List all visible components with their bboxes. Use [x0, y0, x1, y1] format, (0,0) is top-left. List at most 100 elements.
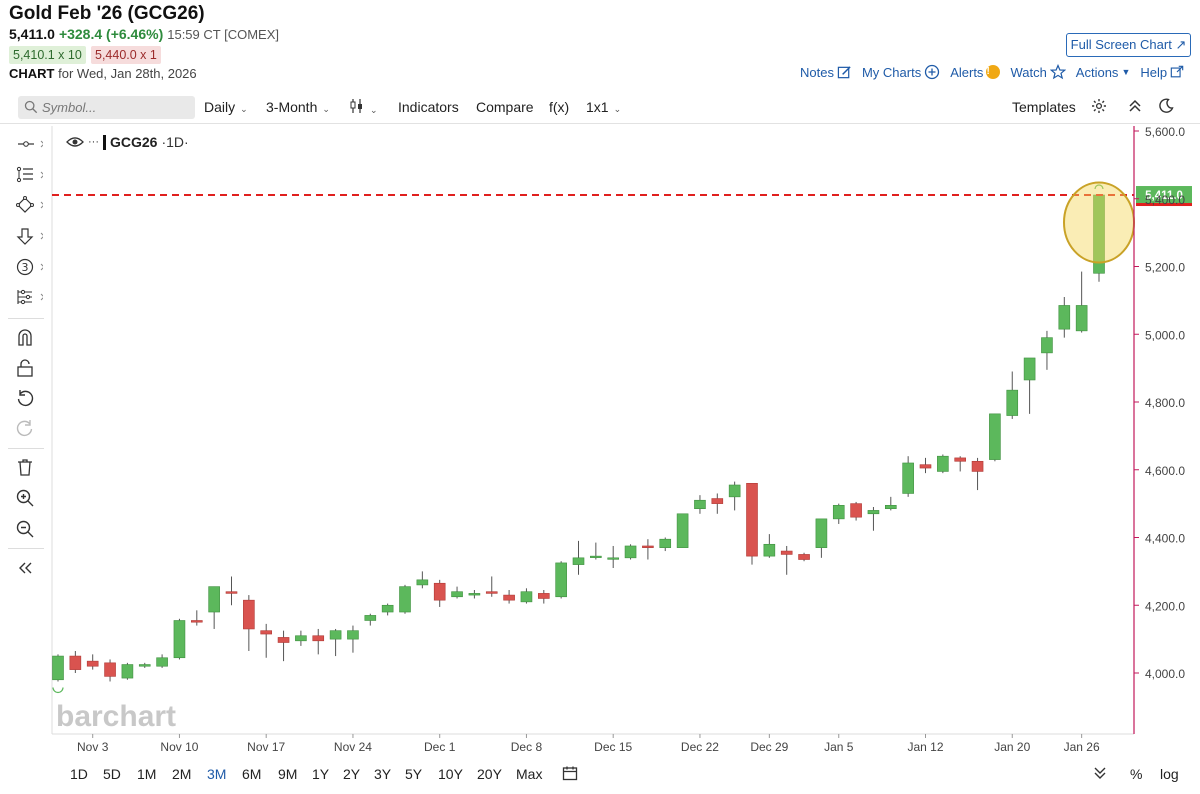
- chevron-down-icon: ⌄: [240, 104, 248, 114]
- last-price-badge: [1136, 186, 1192, 205]
- range-3m[interactable]: 3M: [207, 766, 227, 782]
- candle: [832, 503, 845, 524]
- range-2y[interactable]: 2Y: [343, 766, 361, 782]
- range-3y[interactable]: 3Y: [374, 766, 392, 782]
- x-tick-label: Dec 22: [681, 740, 719, 754]
- number-tool-button[interactable]: 3: [15, 255, 43, 279]
- candle-body-up: [347, 630, 359, 640]
- templates-button[interactable]: Templates: [1012, 99, 1076, 115]
- candle-body-down: [850, 503, 862, 518]
- candle: [277, 630, 290, 662]
- alerts-link[interactable]: Alerts!: [950, 64, 1001, 80]
- candle-body-down: [86, 660, 99, 667]
- magnet-button[interactable]: [15, 325, 43, 349]
- candle: [225, 576, 238, 606]
- help-link[interactable]: Help: [1140, 64, 1184, 80]
- chart-type-dropdown[interactable]: ⌄: [349, 99, 378, 116]
- candle: [104, 659, 116, 682]
- candle: [902, 456, 914, 497]
- legend-more-icon[interactable]: ···: [88, 136, 99, 148]
- last-price: 5,411.0: [9, 26, 55, 42]
- y-tick-label: 5,600.0: [1145, 125, 1185, 139]
- range-1y[interactable]: 1Y: [312, 766, 330, 782]
- compare-button[interactable]: Compare: [476, 99, 534, 115]
- candle-body-up: [763, 543, 776, 557]
- redo-button[interactable]: [15, 416, 43, 440]
- log-scale-button[interactable]: log: [1160, 766, 1179, 782]
- highlight-circle: [1063, 181, 1135, 264]
- range-6m[interactable]: 6M: [242, 766, 262, 782]
- expand-down-icon[interactable]: [1094, 766, 1106, 783]
- last-price-label: 5,411.0: [1145, 190, 1183, 202]
- range-max[interactable]: Max: [516, 766, 543, 782]
- range-1m[interactable]: 1M: [137, 766, 157, 782]
- candle: [69, 650, 82, 673]
- alert-warning-icon: !: [986, 65, 1001, 79]
- candle-body-down: [537, 593, 550, 599]
- actions-menu[interactable]: Actions ▼: [1076, 64, 1131, 80]
- zoom-out-button[interactable]: [15, 517, 43, 541]
- first-bar-marker: [52, 687, 64, 693]
- zoom-in-button[interactable]: [15, 486, 43, 510]
- range-9m[interactable]: 9M: [278, 766, 298, 782]
- delete-button[interactable]: [15, 455, 43, 479]
- chart-toolbar: Symbol... Daily ⌄ 3-Month ⌄ ⌄ Indicators C…: [0, 90, 1200, 124]
- eye-icon[interactable]: [66, 136, 84, 148]
- candle-body-up: [555, 562, 567, 598]
- notes-link[interactable]: Notes: [800, 64, 852, 80]
- x-tick-label: Jan 12: [907, 740, 943, 754]
- symbol-search-input[interactable]: Symbol...: [18, 96, 195, 119]
- range-5y[interactable]: 5Y: [405, 766, 423, 782]
- indicators-button[interactable]: Indicators: [398, 99, 459, 115]
- candle: [86, 654, 99, 670]
- candle-body-up: [138, 664, 151, 667]
- candle: [694, 495, 706, 514]
- candle: [1023, 357, 1036, 414]
- interval-label: Daily: [204, 99, 236, 115]
- y-tick-label: 4,200.0: [1145, 599, 1185, 613]
- full-screen-chart-button[interactable]: Full Screen Chart ↗: [1066, 33, 1191, 57]
- layout-dropdown[interactable]: 1x1 ⌄: [586, 99, 621, 115]
- collapse-up-icon[interactable]: [1128, 98, 1142, 117]
- range-2m[interactable]: 2M: [172, 766, 192, 782]
- price-line: 5,411.0 +328.4 (+6.46%) 15:59 CT [COMEX]: [9, 26, 279, 42]
- settings-gear-icon[interactable]: [1091, 98, 1107, 117]
- calendar-button[interactable]: [562, 765, 578, 784]
- arrow-tool-button[interactable]: [15, 224, 43, 248]
- candle-body-up: [590, 555, 602, 558]
- my-charts-link[interactable]: My Charts: [862, 64, 940, 80]
- range-10y[interactable]: 10Y: [438, 766, 463, 782]
- list-tool-button[interactable]: [15, 163, 43, 187]
- notes-label: Notes: [800, 64, 834, 80]
- candle-body-up: [572, 557, 585, 565]
- range-20y[interactable]: 20Y: [477, 766, 502, 782]
- line-tool-button[interactable]: [15, 132, 43, 156]
- candle-body-up: [902, 462, 914, 494]
- watch-link[interactable]: Watch: [1010, 64, 1066, 80]
- external-link-icon: ↗: [1175, 37, 1187, 52]
- undo-button[interactable]: [15, 386, 43, 410]
- lock-button[interactable]: [15, 356, 43, 380]
- candle-body-down: [971, 460, 984, 472]
- candle: [208, 586, 220, 629]
- candle: [624, 544, 637, 560]
- candle: [433, 579, 446, 607]
- candle-body-down: [919, 464, 932, 469]
- zoom-in-icon: [16, 489, 34, 507]
- candle: [850, 501, 862, 521]
- dark-mode-moon-icon[interactable]: [1158, 98, 1174, 117]
- candle: [954, 456, 967, 472]
- shape-tool-button[interactable]: [15, 193, 43, 217]
- range-1d[interactable]: 1D: [70, 766, 88, 782]
- period-dropdown[interactable]: 3-Month ⌄: [266, 99, 330, 115]
- interval-dropdown[interactable]: Daily ⌄: [204, 99, 248, 115]
- function-button[interactable]: f(x): [549, 99, 570, 115]
- y-tick-label: 5,000.0: [1145, 328, 1185, 342]
- time-exchange: 15:59 CT [COMEX]: [167, 27, 279, 42]
- range-5d[interactable]: 5D: [103, 766, 121, 782]
- collapse-sidebar-button[interactable]: [15, 556, 43, 580]
- y-tick-label: 4,800.0: [1145, 396, 1185, 410]
- pattern-tool-button[interactable]: [15, 285, 43, 309]
- percent-scale-button[interactable]: %: [1130, 766, 1143, 782]
